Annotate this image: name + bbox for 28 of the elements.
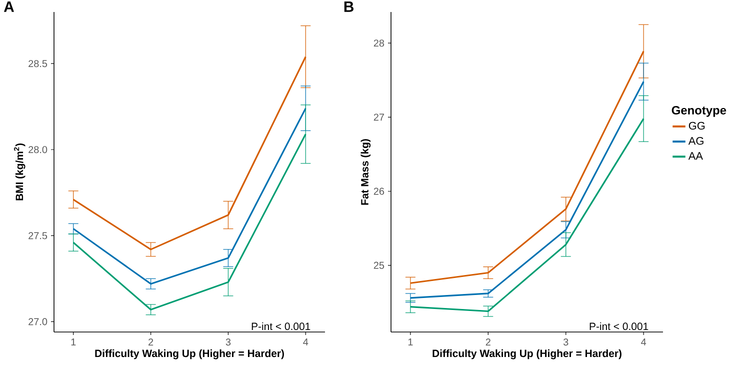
y-axis-title: Fat Mass (kg) xyxy=(360,139,371,205)
y-tick-label: 27 xyxy=(374,114,384,121)
y-tick-label: 26 xyxy=(374,188,384,195)
legend-label: AG xyxy=(688,137,704,145)
x-tick-label: 2 xyxy=(148,338,154,346)
x-tick-label: 2 xyxy=(486,338,490,346)
legend-title: Genotype xyxy=(672,106,726,117)
legend-label: GG xyxy=(688,122,705,130)
annotation: P-int < 0.001 xyxy=(590,322,648,330)
y-tick-label: 27.5 xyxy=(28,232,48,240)
y-tick-label: 28 xyxy=(374,40,384,47)
chart-title: A xyxy=(4,2,14,12)
x-axis-title: Difficulty Waking Up (Higher = Harder) xyxy=(432,349,622,360)
y-tick-label: 28.5 xyxy=(28,60,48,68)
x-tick-label: 4 xyxy=(303,338,308,346)
x-tick-label: 1 xyxy=(71,338,76,346)
chart-title: B xyxy=(344,2,354,12)
x-axis-title: Difficulty Waking Up (Higher = Harder) xyxy=(95,349,284,360)
x-tick-label: 1 xyxy=(408,338,413,346)
x-tick-label: 3 xyxy=(226,338,231,346)
y-tick-label: 27.0 xyxy=(28,318,48,326)
annotation: P-int < 0.001 xyxy=(252,322,310,330)
y-axis-title: BMI (kg/m$^{2}$) xyxy=(14,144,26,200)
y-tick-label: 25 xyxy=(374,262,384,269)
y-tick-label: 28.0 xyxy=(28,146,48,154)
x-tick-label: 4 xyxy=(641,338,646,346)
x-tick-label: 3 xyxy=(563,338,568,346)
legend-label: AA xyxy=(688,152,703,160)
